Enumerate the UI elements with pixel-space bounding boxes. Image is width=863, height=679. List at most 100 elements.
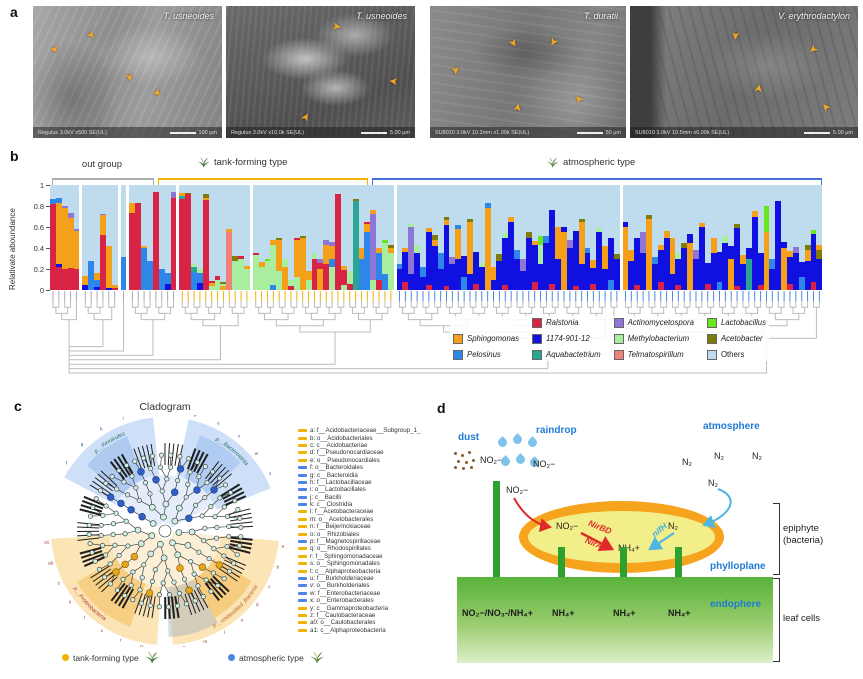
panel-c-label: c	[14, 398, 22, 414]
stacked-bar	[798, 185, 805, 290]
bar-segment	[549, 210, 556, 284]
bar-segment	[561, 232, 567, 290]
stacked-bar	[196, 185, 203, 290]
stacked-bar	[141, 185, 148, 290]
taxa-dash	[298, 517, 307, 521]
sem-meta-bar: Regulus 3.0kV x10.0k SE(UL) 5.00 µm	[226, 127, 415, 138]
bar-segment	[646, 215, 652, 219]
legend-label: Methylobacterium	[627, 334, 690, 343]
stacked-bar	[781, 185, 788, 290]
bar-segment	[687, 242, 694, 290]
stacked-bar	[376, 185, 383, 290]
bacteria-arrow: ➤	[818, 99, 834, 115]
bar-segment	[792, 246, 799, 254]
bar-segment	[566, 248, 573, 290]
stacked-bar	[129, 185, 136, 290]
bar-segment	[584, 248, 591, 254]
dust-label: dust	[458, 432, 480, 443]
svg-text:s: s	[101, 628, 104, 633]
sem-meta-bar: SU8010 3.0kV 10.5mm x6.00k SE(UL) 5.00 µ…	[630, 127, 858, 138]
bar-segment	[311, 253, 318, 259]
taxa-dash	[298, 599, 307, 603]
bar-segment	[657, 244, 664, 251]
leaf-cells-bracket-label: leaf cells	[783, 613, 820, 624]
stacked-bar	[769, 185, 776, 290]
bar-segment	[208, 280, 215, 283]
legend-item: Acetobacter	[706, 333, 766, 344]
bar-segment	[490, 266, 497, 280]
stacked-bar	[120, 185, 127, 290]
bar-segment	[675, 258, 682, 285]
stacked-bar	[467, 185, 473, 290]
taxa-list-item: e: o__Pseudonocardiales	[298, 457, 420, 464]
bacteria-arrow: ➤	[122, 71, 136, 83]
bar-segment	[734, 223, 741, 229]
taxa-dash	[298, 569, 307, 573]
stacked-bar	[370, 185, 377, 290]
bar-segment	[657, 250, 664, 282]
bar-segment	[382, 242, 388, 275]
bar-segment	[329, 245, 336, 259]
sem-image-1: T. usneoides Regulus 3.0kV x500 SE(UL) 1…	[33, 6, 222, 138]
stacked-bar	[414, 185, 421, 290]
stacked-bar	[675, 185, 682, 290]
bar-segment	[402, 281, 409, 290]
bar-segment	[382, 274, 388, 290]
stacked-bar	[111, 185, 118, 290]
stacked-bar	[514, 185, 520, 290]
taxa-list-item: h: f__Lactobacillaceae	[298, 479, 420, 486]
stacked-bar	[135, 185, 142, 290]
legend-swatch	[453, 333, 463, 344]
epiphyte-bracket	[773, 503, 780, 575]
bar-segment	[335, 194, 341, 290]
bar-segment	[111, 287, 118, 290]
bar-segment	[238, 256, 244, 259]
bar-segment	[602, 245, 609, 269]
taxa-list-item: g: c__Bacteroidia	[298, 471, 420, 479]
taxa-list-item: d: f__Pseudonocardiaceae	[298, 449, 420, 456]
stacked-bar	[358, 185, 365, 290]
sem-meta-bar: SU8010 3.0kV 10.2mm x1.00k SE(UL) 50 µm	[430, 127, 626, 138]
bar-segment	[543, 236, 550, 243]
bar-segment	[669, 237, 676, 275]
stacked-bar	[99, 185, 106, 290]
taxa-dash	[298, 473, 307, 477]
legend-swatch	[532, 333, 543, 344]
sem-meta: Regulus 3.0kV x10.0k SE(UL)	[231, 129, 305, 136]
taxa-dash	[298, 458, 307, 462]
bar-segment	[191, 263, 197, 267]
stacked-bar	[437, 185, 444, 290]
bar-segment	[185, 194, 192, 290]
bar-segment	[769, 269, 776, 290]
taxa-list-item: a1: c__Alphaproteobacteria	[298, 627, 420, 634]
bar-segment	[276, 237, 283, 240]
bar-segment	[94, 273, 100, 280]
taxa-name: y: c__Gammaproteobacteria	[310, 604, 389, 612]
stacked-bar	[596, 185, 603, 290]
taxa-name: g: c__Bacteroidia	[310, 471, 358, 479]
bar-segment	[675, 284, 682, 290]
taxa-dash	[298, 606, 307, 610]
svg-text:a: a	[282, 544, 285, 549]
legend-item: Telmatospirillum	[613, 349, 694, 360]
bar-segment	[364, 223, 371, 233]
taxa-name: h: f__Lactobacillaceae	[310, 478, 372, 486]
bar-segment	[757, 284, 764, 290]
bacteria-arrow: ➤	[387, 74, 399, 88]
taxa-dash	[298, 584, 307, 588]
sem-meta-bar: Regulus 3.0kV x500 SE(UL) 100 µm	[33, 127, 222, 138]
stacked-bar	[449, 185, 456, 290]
bar-segment	[443, 285, 450, 290]
scale-bar	[576, 131, 603, 134]
bar-segment	[158, 269, 165, 290]
taxa-list-item: f: o__Bacteroidales	[298, 464, 420, 471]
svg-text:y: y	[69, 599, 72, 604]
stacked-bar	[443, 185, 450, 290]
bar-segment	[61, 208, 68, 269]
bar-segment	[94, 279, 100, 287]
panel-b-barchart: b Relativate aboundance 0 0.2 0.4 0.6 0.8 1 o…	[0, 145, 863, 390]
bar-segment	[728, 258, 735, 290]
dust-particles	[454, 452, 457, 455]
bacteria-arrow: ➤	[330, 20, 343, 34]
bacteria-arrow: ➤	[298, 109, 314, 124]
